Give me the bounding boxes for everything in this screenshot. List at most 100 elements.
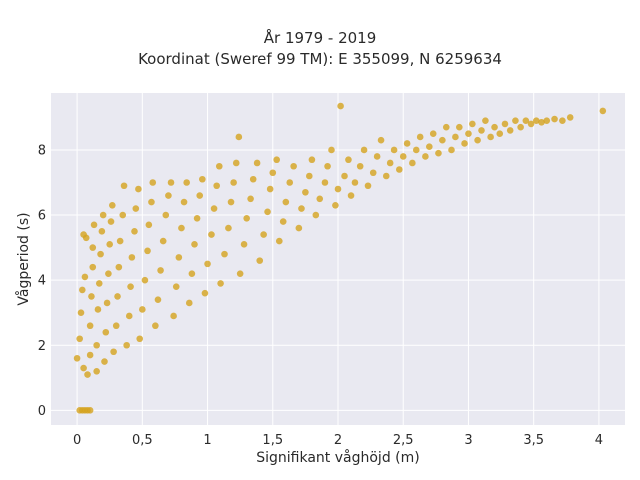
data-point — [452, 133, 459, 141]
data-point — [316, 195, 324, 203]
data-point — [193, 215, 201, 222]
y-axis-label: Vågperiod (s) — [15, 212, 32, 305]
data-point — [125, 312, 133, 320]
y-tick-label: 0 — [38, 404, 46, 419]
data-point — [566, 114, 574, 121]
data-point — [347, 192, 355, 199]
data-point — [204, 260, 211, 268]
data-point — [145, 221, 153, 229]
x-axis-label: Signifikant våghöjd (m) — [256, 449, 419, 466]
data-point — [127, 283, 134, 290]
data-point — [86, 407, 94, 414]
data-points — [73, 102, 607, 414]
data-point — [487, 133, 494, 141]
data-point — [496, 130, 504, 137]
data-point — [94, 306, 102, 313]
data-point — [253, 159, 261, 167]
data-point — [154, 296, 162, 303]
data-point — [84, 371, 91, 378]
data-point — [123, 341, 130, 349]
data-point — [139, 306, 146, 313]
data-point — [416, 133, 424, 141]
x-tick-label: 0,5 — [132, 433, 153, 448]
data-point — [264, 208, 271, 216]
data-point — [119, 211, 127, 219]
data-point — [110, 348, 117, 356]
data-point — [76, 335, 83, 343]
data-point — [474, 136, 481, 144]
data-point — [152, 322, 159, 330]
data-point — [88, 293, 95, 300]
data-point — [351, 179, 359, 186]
data-point — [165, 192, 172, 199]
data-point — [148, 198, 155, 206]
chart-title-line-1: År 1979 - 2019 — [263, 29, 377, 47]
data-point — [230, 179, 237, 186]
data-point — [162, 211, 170, 219]
data-point — [273, 156, 280, 164]
data-point — [80, 231, 87, 238]
data-point — [559, 117, 566, 124]
data-point — [312, 211, 320, 219]
data-point — [116, 237, 124, 245]
data-point — [337, 102, 344, 110]
data-point — [167, 179, 175, 186]
y-tick-label: 8 — [38, 143, 46, 158]
data-point — [196, 192, 204, 199]
data-point — [157, 267, 164, 274]
data-point — [79, 286, 86, 294]
data-point — [240, 241, 248, 248]
data-point — [199, 175, 206, 183]
data-point — [103, 299, 111, 307]
data-point — [260, 231, 267, 238]
x-tick-label: 2,5 — [393, 433, 414, 448]
data-point — [178, 224, 185, 232]
data-point — [341, 172, 348, 180]
data-point — [527, 120, 535, 128]
data-point — [538, 118, 545, 126]
data-point — [183, 179, 190, 186]
data-point — [551, 115, 558, 123]
data-point — [81, 273, 89, 281]
data-point — [208, 231, 215, 238]
data-point — [90, 221, 98, 229]
data-point — [141, 276, 149, 284]
data-point — [144, 247, 151, 255]
x-tick-label: 2 — [334, 433, 342, 448]
data-point — [191, 241, 198, 248]
y-tick-labels: 0 2 4 6 8 — [38, 143, 46, 418]
data-point — [478, 127, 485, 134]
data-point — [360, 146, 368, 154]
data-point — [180, 198, 188, 206]
data-point — [382, 172, 390, 180]
data-point — [386, 159, 394, 167]
data-point — [210, 205, 218, 212]
data-point — [334, 185, 342, 193]
data-point — [89, 263, 97, 271]
data-point — [243, 215, 250, 222]
data-point — [114, 293, 121, 300]
data-point — [469, 120, 476, 128]
data-point — [107, 218, 115, 225]
data-point — [328, 146, 335, 154]
data-point — [95, 280, 103, 287]
data-point — [373, 153, 381, 160]
data-point — [120, 182, 128, 190]
data-point — [213, 182, 220, 190]
data-point — [399, 153, 407, 160]
data-point — [403, 140, 411, 147]
data-point — [491, 123, 498, 131]
data-point — [409, 159, 416, 167]
data-point — [89, 244, 97, 251]
data-point — [149, 179, 157, 186]
data-point — [217, 280, 224, 287]
x-tick-label: 0 — [73, 433, 81, 448]
data-point — [249, 175, 257, 183]
data-point — [501, 120, 509, 128]
data-point — [364, 182, 372, 190]
data-point — [282, 198, 290, 206]
data-point — [543, 117, 551, 124]
data-point — [112, 322, 120, 330]
data-point — [295, 224, 303, 232]
data-point — [377, 136, 385, 144]
